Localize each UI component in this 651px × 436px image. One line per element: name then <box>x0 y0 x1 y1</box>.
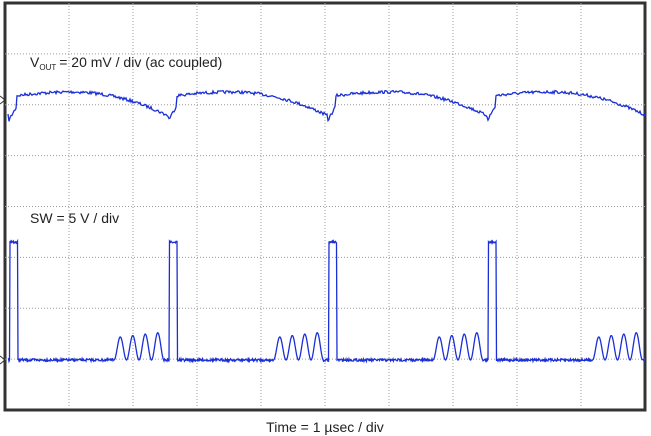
time-label: Time = 1 µsec / div <box>266 419 384 435</box>
vout-label-sub: OUT <box>39 63 56 72</box>
sw-marker <box>0 355 6 365</box>
vout-label-rest: = 20 mV / div (ac coupled) <box>59 54 222 70</box>
vout-label-main: V <box>30 54 40 70</box>
grid <box>5 3 645 410</box>
vout-trace <box>7 89 646 123</box>
sw-trace <box>7 238 646 364</box>
vout-marker <box>0 95 6 105</box>
sw-label: SW = 5 V / div <box>30 210 119 226</box>
vout-label: VOUT = 20 mV / div (ac coupled) <box>30 54 222 72</box>
